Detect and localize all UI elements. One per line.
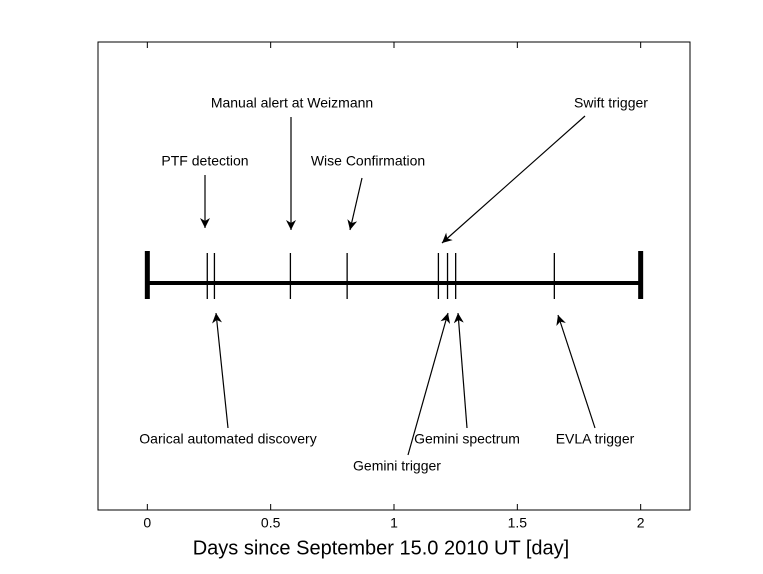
event-label: EVLA trigger bbox=[556, 431, 635, 447]
event-label: Gemini trigger bbox=[353, 458, 441, 474]
event-arrow bbox=[407, 312, 451, 456]
event-arrow bbox=[556, 314, 596, 429]
event-arrow bbox=[212, 312, 229, 429]
event-arrow bbox=[347, 177, 363, 231]
x-tick-label: 1 bbox=[390, 515, 398, 531]
event-label: Gemini spectrum bbox=[414, 431, 520, 447]
x-tick-label: 0.5 bbox=[261, 515, 281, 531]
event-label: Swift trigger bbox=[574, 95, 648, 111]
event-label: Manual alert at Weizmann bbox=[211, 95, 373, 111]
event-label: Wise Confirmation bbox=[311, 153, 425, 169]
event-label: Oarical automated discovery bbox=[139, 431, 316, 447]
event-label: PTF detection bbox=[161, 153, 248, 169]
event-arrow bbox=[453, 312, 468, 429]
x-tick-label: 2 bbox=[637, 515, 645, 531]
x-axis-label: Days since September 15.0 2010 UT [day] bbox=[193, 537, 570, 559]
x-tick-label: 0 bbox=[143, 515, 151, 531]
event-arrow bbox=[441, 115, 586, 244]
x-tick-label: 1.5 bbox=[508, 515, 528, 531]
